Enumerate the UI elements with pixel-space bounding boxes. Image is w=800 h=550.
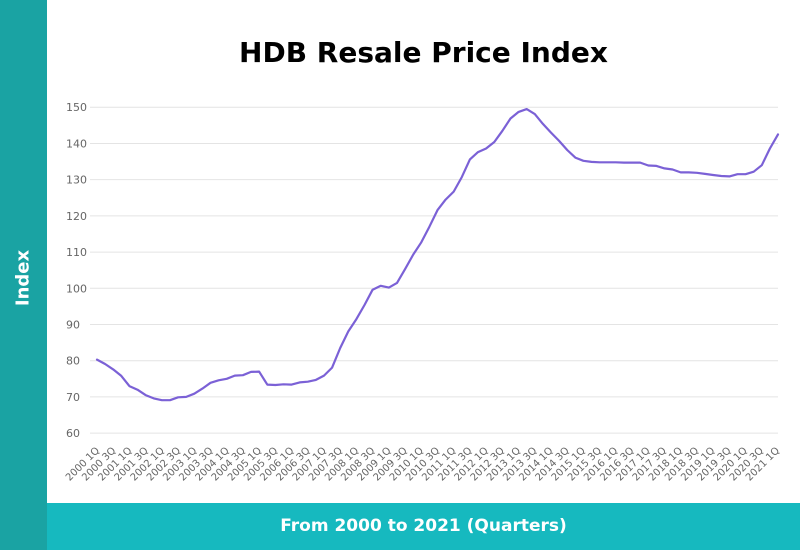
chart-title: HDB Resale Price Index — [239, 36, 608, 69]
y-tick-label: 60 — [66, 427, 80, 440]
y-tick-label: 130 — [66, 174, 87, 187]
y-tick-label: 70 — [66, 391, 80, 404]
y-tick-label: 80 — [66, 355, 80, 368]
y-tick-label: 150 — [66, 101, 87, 114]
x-axis-label: From 2000 to 2021 (Quarters) — [280, 516, 567, 536]
y-tick-label: 110 — [66, 246, 87, 259]
x-axis-label-band: From 2000 to 2021 (Quarters) — [47, 503, 800, 550]
series-line — [95, 107, 780, 402]
y-tick-label: 120 — [66, 210, 87, 223]
y-tick-label: 100 — [66, 282, 87, 295]
y-tick-label: 90 — [66, 319, 80, 332]
y-tick-label: 140 — [66, 137, 87, 150]
y-axis-label-band: Index — [0, 0, 47, 550]
